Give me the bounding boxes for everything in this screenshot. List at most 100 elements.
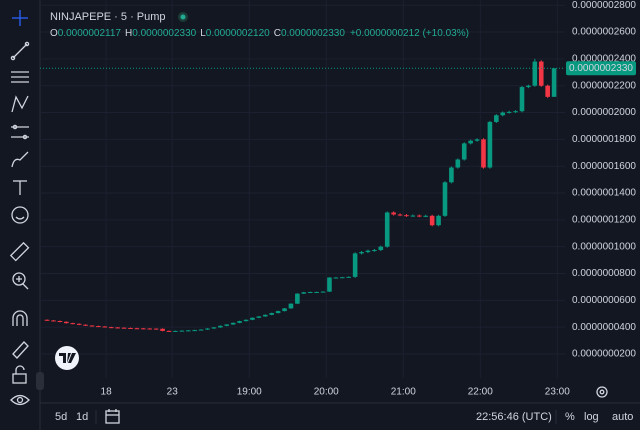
candle-body [551,68,557,97]
y-tick-label: 0.0000002600 [572,27,636,38]
y-tick-label: 0.0000002800 [572,0,636,11]
ohlc-value: 0.0000002330 [132,28,196,39]
candle-body [237,321,242,323]
y-tick-label: 0.0000001600 [572,161,636,172]
candle-body [487,121,493,168]
y-tick-label: 0.0000001400 [572,188,636,199]
candle-body [378,246,384,251]
auto-toggle[interactable]: auto [612,411,633,423]
collapse-toolbar[interactable] [36,372,44,390]
ohlc-key: H [125,28,132,39]
candle-body [185,330,191,332]
candle-body [115,327,120,329]
ohlc-key: C [274,28,281,39]
pattern-tool[interactable] [11,95,29,113]
candle-body [211,327,217,329]
settings-button[interactable] [596,386,608,398]
x-tick-label: 20:00 [314,387,339,398]
candle-body [442,182,448,216]
candle-body [134,328,140,330]
y-tick-label: 0.0000002400 [572,54,636,65]
lock-tool[interactable] [12,365,27,384]
magnet-tool[interactable] [12,310,28,326]
text-tool[interactable] [13,180,27,195]
x-tick-label: 19:00 [237,387,262,398]
candle-body [455,159,461,168]
hide-tool[interactable] [10,394,30,406]
crosshair-tool[interactable] [12,10,28,26]
candle-body [468,140,473,144]
range-button[interactable]: 5d [55,411,67,423]
candle-body [545,85,550,97]
fib-tool[interactable] [11,71,29,83]
last-price-box [566,61,636,76]
candle-body [404,215,409,217]
goto-date-button[interactable] [105,409,120,424]
candle-body [359,252,364,254]
ohlc-value: 0.0000002117 [58,28,122,39]
candle-body [96,326,101,328]
candle-body [44,319,50,321]
candle-body [108,327,114,329]
projection-tool[interactable] [11,124,29,140]
candle-body [346,276,352,278]
candle-body [532,61,538,86]
candle-body [256,316,262,318]
y-tick-label: 0.0000001800 [572,134,636,145]
grid [40,0,565,378]
candle-body [282,308,287,312]
range-button[interactable]: 1d [76,411,88,423]
ohlc-value: 0.0000002330 [281,28,345,39]
candle-body [410,215,416,217]
candle-body [243,319,249,322]
candle-body [269,313,274,315]
candle-body [166,330,172,332]
x-tick-label: 21:00 [391,387,416,398]
candle-body [224,324,230,326]
candle-body [481,139,486,168]
candle-body [57,320,63,322]
candle-body [307,292,313,294]
candle-body [51,320,56,322]
candle-body [230,322,236,325]
ruler-tool[interactable] [9,241,30,262]
log-toggle[interactable]: log [584,411,599,423]
candle-body [526,85,531,88]
stay-drawing-tool[interactable] [12,341,29,359]
toolbar [9,10,44,406]
ohlc-key: O [50,28,58,39]
candle-body [128,327,133,329]
candle-body [494,115,499,122]
candles [40,58,565,332]
candle-body [198,329,204,331]
clock[interactable]: 22:56:46 (UTC) [476,411,552,423]
candle-body [250,317,255,320]
candle-body [121,327,127,329]
logo[interactable] [55,346,79,370]
candle-body [205,328,210,330]
candle-body [275,311,281,314]
candle-body [333,277,339,279]
chart-title: NINJAPEPE · 5 · Pump [50,11,166,23]
candle-body [436,215,441,226]
candle-body [76,323,82,325]
emoji-tool[interactable] [11,206,29,224]
y-tick-label: 0.0000000800 [572,268,636,279]
candle-body [179,330,185,332]
candle-body [320,291,326,293]
candle-body [64,321,69,324]
candle-body [295,293,300,304]
brush-tool[interactable] [11,151,29,168]
candle-body [513,111,518,113]
candle-body [417,215,422,217]
zoom-tool[interactable] [12,272,29,290]
candle-body [160,328,165,331]
candle-body [89,325,95,327]
trend-line-tool[interactable] [10,41,30,61]
percent-toggle[interactable]: % [565,411,575,423]
candle-body [352,253,358,277]
candle-body [384,212,390,247]
axes: 0.0000000200 0.0000000400 0.0000000600 0.00… [101,0,637,398]
candle-body [461,143,467,160]
y-tick-label: 0.0000001000 [572,241,636,252]
